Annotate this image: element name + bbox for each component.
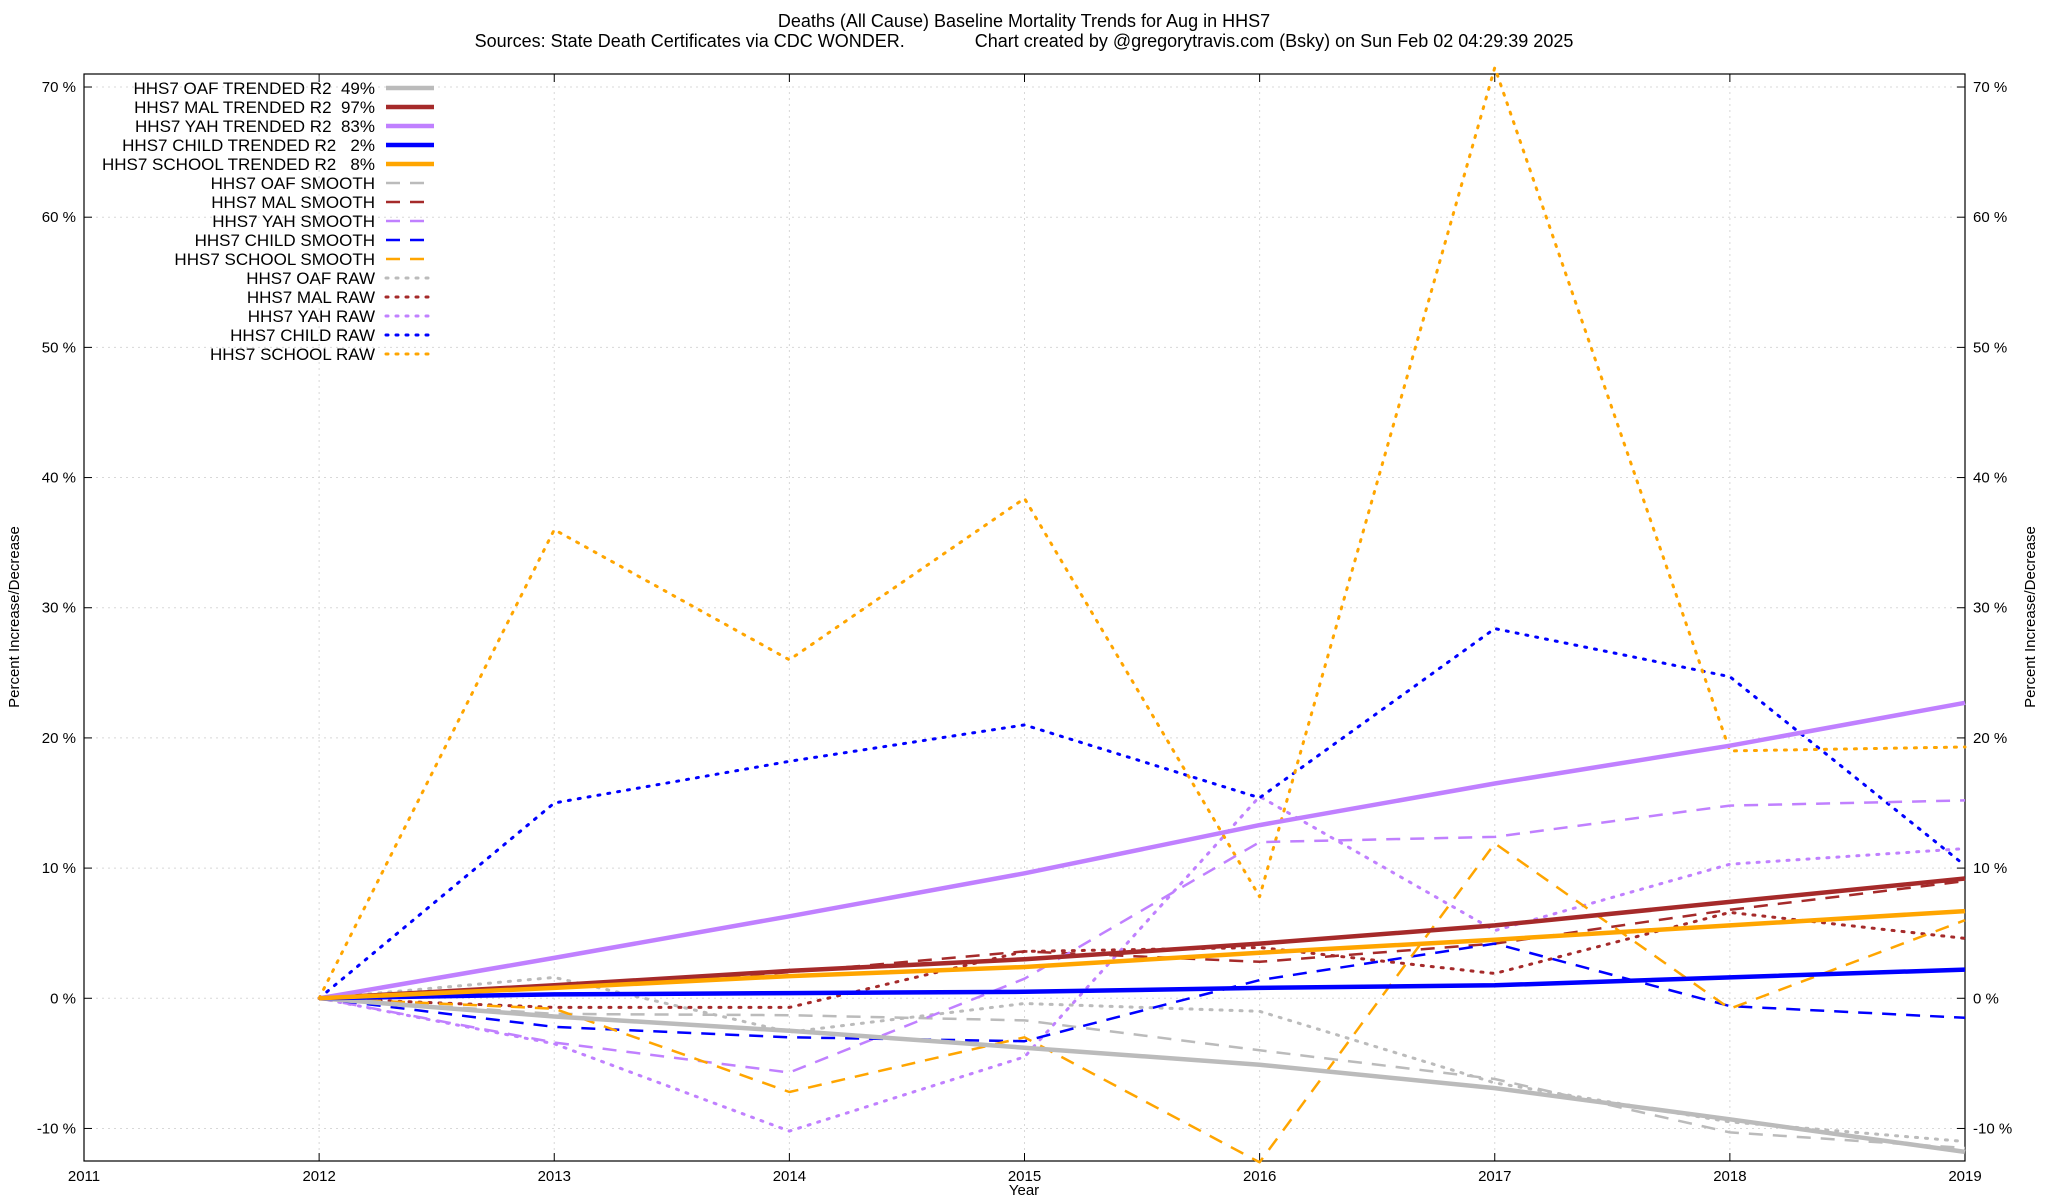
y-tick-label: 30 %: [42, 600, 76, 617]
series-lines: [317, 66, 1967, 1164]
legend-label: HHS7 YAH SMOOTH: [212, 212, 375, 231]
legend-label: HHS7 SCHOOL RAW: [210, 345, 375, 364]
series-line: [318, 700, 1966, 1001]
x-tick-label: 2011: [68, 1168, 100, 1185]
y2-tick-label: 40 %: [1973, 470, 2007, 487]
legend-label: HHS7 SCHOOL TRENDED R2 8%: [102, 155, 375, 174]
x-axis-label: Year: [1009, 1182, 1039, 1199]
y-tick-label: 50 %: [42, 339, 76, 356]
x-tick-label: 2016: [1243, 1168, 1276, 1185]
y-tick-label: 40 %: [42, 470, 76, 487]
x-tick-label: 2018: [1713, 1168, 1746, 1185]
y-tick-label: 10 %: [42, 860, 76, 877]
x-tick-label: 2012: [302, 1168, 335, 1185]
series-line: [319, 879, 1966, 1000]
series-line: [317, 795, 1967, 1133]
legend-label: HHS7 MAL TRENDED R2 97%: [134, 98, 375, 117]
legend-label: HHS7 MAL RAW: [247, 288, 375, 307]
x-tick-label: 2013: [538, 1168, 571, 1185]
series-line: [318, 942, 1966, 1043]
y2-axis-label: Percent Increase/Decrease: [2022, 526, 2039, 708]
y2-tick-label: 20 %: [1973, 730, 2007, 747]
legend-label: HHS7 CHILD TRENDED R2 2%: [122, 136, 375, 155]
y2-tick-label: 30 %: [1973, 600, 2007, 617]
y-tick-label: 20 %: [42, 730, 76, 747]
y-axis-label: Percent Increase/Decrease: [6, 526, 23, 708]
series-line: [317, 66, 1967, 1000]
x-tick-label: 2019: [1948, 1168, 1981, 1185]
legend-label: HHS7 OAF TRENDED R2 49%: [133, 79, 375, 98]
series-line: [317, 975, 1967, 1143]
y2-tick-label: 50 %: [1973, 339, 2007, 356]
legend-label: HHS7 YAH RAW: [248, 307, 375, 326]
chart-subtitle: Sources: State Death Certificates via CD…: [475, 31, 1574, 51]
series-line: [317, 627, 1967, 1000]
legend-label: HHS7 CHILD RAW: [230, 326, 375, 345]
y-tick-label: -10 %: [37, 1120, 76, 1137]
y2-tick-label: 0 %: [1973, 990, 1999, 1007]
x-tick-label: 2017: [1478, 1168, 1511, 1185]
y2-tick-label: 60 %: [1973, 209, 2007, 226]
y-tick-label: 60 %: [42, 209, 76, 226]
legend-label: HHS7 OAF RAW: [246, 269, 375, 288]
ticks: 2011 2012 2013 2014 2015 2016 2017 2018 2019 -10 …: [37, 74, 2012, 1185]
series-line: [319, 967, 1966, 1001]
series-line: [318, 799, 1966, 1074]
series-line: [319, 842, 1966, 1164]
series-line: [318, 876, 1966, 1001]
series-line: [318, 996, 1966, 1155]
x-tick-label: 2015: [1008, 1168, 1041, 1185]
y2-tick-label: 10 %: [1973, 860, 2007, 877]
x-tick-label: 2014: [773, 1168, 806, 1185]
legend-label: HHS7 SCHOOL SMOOTH: [174, 250, 375, 269]
y-tick-label: 0 %: [50, 990, 76, 1007]
chart-title: Deaths (All Cause) Baseline Mortality Tr…: [778, 11, 1270, 31]
legend-label: HHS7 MAL SMOOTH: [211, 193, 375, 212]
legend-label: HHS7 OAF SMOOTH: [211, 174, 375, 193]
legend: HHS7 OAF TRENDED R2 49%HHS7 MAL TRENDED …: [102, 79, 436, 364]
legend-label: HHS7 CHILD SMOOTH: [195, 231, 375, 250]
series-line: [319, 997, 1966, 1150]
y2-tick-label: -10 %: [1973, 1120, 2012, 1137]
y2-tick-label: 70 %: [1973, 79, 2007, 96]
legend-label: HHS7 YAH TRENDED R2 83%: [135, 117, 375, 136]
series-line: [319, 908, 1966, 1001]
y-tick-label: 70 %: [42, 79, 76, 96]
